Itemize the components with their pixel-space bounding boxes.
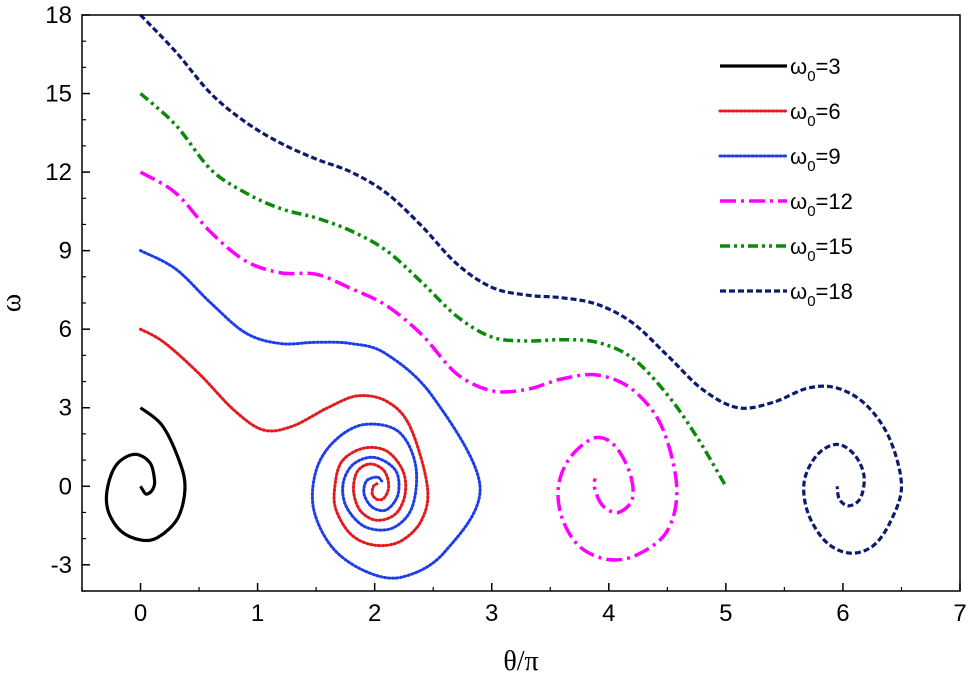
legend-label-value: =6 (816, 99, 841, 124)
y-tick-label-3: 6 (59, 316, 72, 343)
legend-label-base: ω (790, 144, 807, 169)
legend-label-value: =15 (816, 234, 853, 259)
y-axis: -3 0 3 6 9 12 15 18 (45, 2, 90, 592)
x-tick-label-2: 2 (368, 600, 381, 627)
series-line-1 (139, 327, 430, 548)
y-axis-title: ω (0, 294, 27, 312)
y-tick-label-6: 15 (45, 81, 72, 108)
y-tick-label-4: 9 (59, 238, 72, 265)
legend-label-value: =18 (816, 279, 853, 304)
legend-label-subscript: 0 (807, 113, 815, 130)
x-tick-label-5: 5 (719, 600, 732, 627)
x-tick-label-3: 3 (485, 600, 498, 627)
y-tick-label-7: 18 (45, 2, 72, 29)
legend-label-subscript: 0 (807, 68, 815, 85)
y-tick-label-1: 0 (59, 473, 72, 500)
x-tick-label-1: 1 (251, 600, 264, 627)
legend-label-2: ω0=9 (790, 144, 841, 175)
series-line-3 (139, 170, 679, 562)
legend-label-0: ω0=3 (790, 54, 841, 85)
legend-label-subscript: 0 (807, 158, 815, 175)
legend-label-value: =9 (816, 144, 841, 169)
legend-label-5: ω0=18 (790, 279, 853, 310)
series-line-0 (104, 406, 187, 543)
legend-label-base: ω (790, 234, 807, 259)
y-tick-label-0: -3 (51, 552, 72, 579)
x-tick-label-7: 7 (953, 600, 966, 627)
legend-label-4: ω0=15 (790, 234, 853, 265)
series-line-5 (139, 13, 904, 555)
series-layer (104, 13, 904, 580)
series-line-2 (139, 249, 482, 580)
legend-label-base: ω (790, 99, 807, 124)
legend-label-subscript: 0 (807, 203, 815, 220)
legend-label-subscript: 0 (807, 293, 815, 310)
x-axis-title: θ/π (503, 646, 538, 677)
x-tick-label-4: 4 (602, 600, 615, 627)
legend-label-1: ω0=6 (790, 99, 841, 130)
y-tick-label-5: 12 (45, 159, 72, 186)
x-tick-label-0: 0 (134, 600, 147, 627)
legend-label-3: ω0=12 (790, 189, 853, 220)
x-tick-label-6: 6 (836, 600, 849, 627)
legend-label-base: ω (790, 54, 807, 79)
legend-label-value: =3 (816, 54, 841, 79)
legend-label-value: =12 (816, 189, 853, 214)
legend-label-base: ω (790, 279, 807, 304)
series-line-4 (139, 92, 728, 488)
x-axis: 0 1 2 3 4 5 6 7 (81, 583, 967, 627)
legend-label-subscript: 0 (807, 248, 815, 265)
y-tick-label-2: 3 (59, 395, 72, 422)
legend-label-base: ω (790, 189, 807, 214)
